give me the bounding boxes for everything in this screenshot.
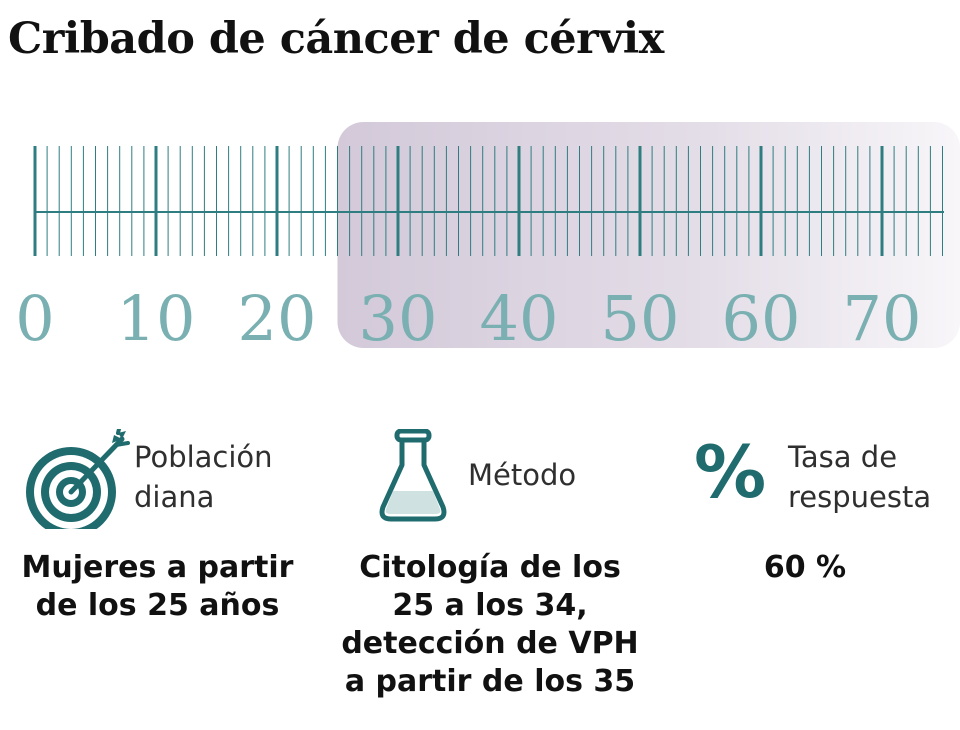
- percent-icon: %: [694, 430, 767, 514]
- minor-ticks: [46, 146, 943, 256]
- column-poblacion: Población diana Mujeres a partir de los …: [0, 415, 315, 625]
- tick-label: 50: [601, 282, 680, 355]
- column-tasa: % Tasa de respuesta 60 %: [660, 415, 950, 587]
- major-ticks: [33, 146, 884, 256]
- age-ruler: 0 10 20 30 40 50 60 70: [15, 122, 960, 355]
- tick-label: 70: [843, 282, 922, 355]
- page-title: Cribado de cáncer de cérvix: [8, 14, 664, 64]
- tick-label: 30: [359, 282, 438, 355]
- label-tasa: Tasa de respuesta: [788, 440, 932, 514]
- flask-icon: [379, 429, 447, 522]
- tick-label: 0: [15, 282, 54, 355]
- value-poblacion: Mujeres a partir de los 25 años: [21, 550, 294, 623]
- tick-label: 20: [238, 282, 317, 355]
- tick-label: 10: [117, 282, 196, 355]
- label-poblacion: Población diana: [134, 440, 273, 514]
- tick-labels: 0 10 20 30 40 50 60 70: [15, 282, 921, 355]
- tick-label: 60: [722, 282, 801, 355]
- value-tasa: 60 %: [763, 550, 847, 585]
- target-icon: [26, 429, 130, 529]
- label-metodo: Método: [468, 458, 577, 492]
- value-metodo: Citología de los 25 a los 34, detección …: [341, 550, 639, 699]
- tick-label: 40: [480, 282, 559, 355]
- column-metodo: Método Citología de los 25 a los 34, det…: [320, 415, 660, 701]
- age-highlight-band: [337, 122, 960, 348]
